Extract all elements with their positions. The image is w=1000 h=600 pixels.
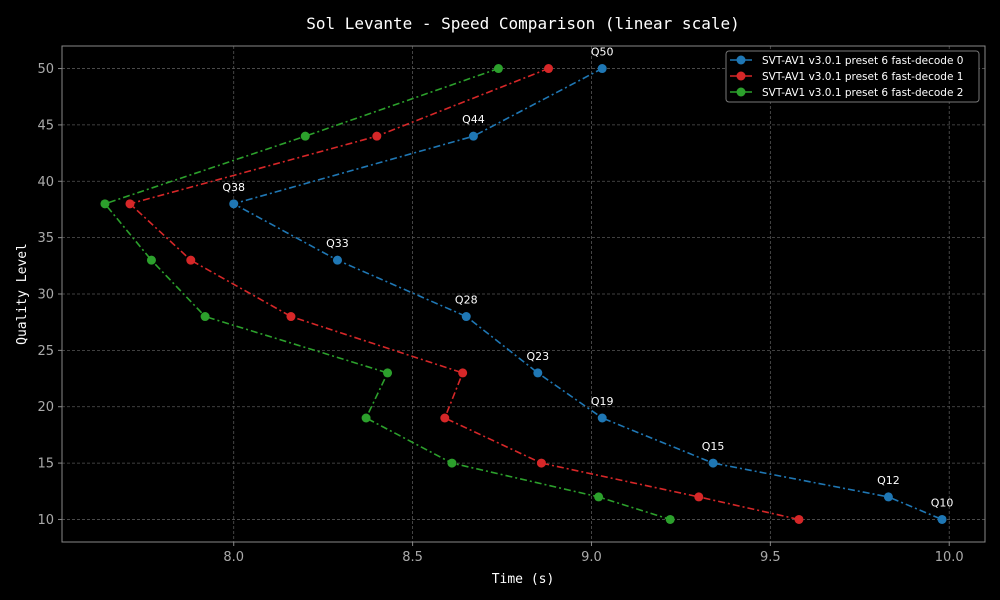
legend-marker [736,55,746,65]
data-point [544,64,554,74]
series-2 [100,64,675,524]
data-point [361,413,371,423]
data-point [533,368,543,378]
data-point [447,458,457,468]
q-annotation: Q44 [462,113,485,126]
series-1 [125,64,804,524]
q-annotation: Q38 [222,181,245,194]
data-point [286,312,296,322]
data-point [883,492,893,502]
data-point [332,255,342,265]
y-tick-label: 25 [37,344,54,359]
y-axis-label: Quality Level [15,243,30,345]
y-tick-label: 10 [37,513,54,528]
legend-label: SVT-AV1 v3.0.1 preset 6 fast-decode 2 [762,87,963,99]
data-point [146,255,156,265]
y-tick-label: 45 [37,118,54,133]
legend-marker [736,71,746,81]
data-point [594,492,604,502]
data-point [597,64,607,74]
x-tick-label: 8.0 [223,550,244,565]
data-point [536,458,546,468]
x-tick-label: 9.0 [581,550,602,565]
series-line [103,67,671,521]
y-tick-label: 15 [37,457,54,472]
data-point [458,368,468,378]
legend-marker [736,87,746,97]
data-point [708,458,718,468]
data-point [372,131,382,141]
q-annotation: Q15 [702,440,725,453]
series-line [231,67,943,521]
q-annotation: Q28 [455,294,478,307]
x-tick-label: 9.5 [760,550,781,565]
series-line [128,67,800,521]
data-point [468,131,478,141]
q-annotation: Q50 [591,46,614,59]
data-point [125,199,135,209]
plot-area-frame [61,45,986,543]
data-point [597,413,607,423]
q-annotation: Q12 [877,474,900,487]
data-point [937,514,947,524]
axis-ticks: 8.0 8.5 9.0 9.5 10.0 10 15 20 25 30 35 40 45 50 [37,62,963,565]
data-point [200,312,210,322]
data-point [300,131,310,141]
data-point [794,514,804,524]
y-tick-label: 30 [37,288,54,303]
y-tick-label: 50 [37,62,54,77]
legend-label: SVT-AV1 v3.0.1 preset 6 fast-decode 1 [762,71,963,83]
q-annotation: Q10 [931,496,954,509]
q-annotation: Q23 [526,350,549,363]
series-lines [100,64,947,524]
chart-title: Sol Levante - Speed Comparison (linear s… [306,14,739,33]
data-point [493,64,503,74]
series-0 [229,64,947,524]
data-point [461,312,471,322]
legend-box [725,50,980,103]
x-tick-label: 10.0 [935,550,964,565]
data-point [383,368,393,378]
x-axis-label: Time (s) [492,572,555,587]
data-point [186,255,196,265]
data-point [665,514,675,524]
y-tick-label: 20 [37,400,54,415]
grid [62,46,985,542]
data-point [694,492,704,502]
legend: SVT-AV1 v3.0.1 preset 6 fast-decode 0 SVT… [725,50,980,103]
q-annotation: Q33 [326,237,349,250]
data-point [100,199,110,209]
legend-label: SVT-AV1 v3.0.1 preset 6 fast-decode 0 [762,55,963,67]
y-tick-label: 40 [37,175,54,190]
annotations: Q50 Q44 Q38 Q33 Q28 Q23 Q19 Q15 Q12 Q10 [222,46,953,510]
data-point [440,413,450,423]
q-annotation: Q19 [591,395,614,408]
data-point [229,199,239,209]
x-tick-label: 8.5 [402,550,423,565]
y-tick-label: 35 [37,231,54,246]
